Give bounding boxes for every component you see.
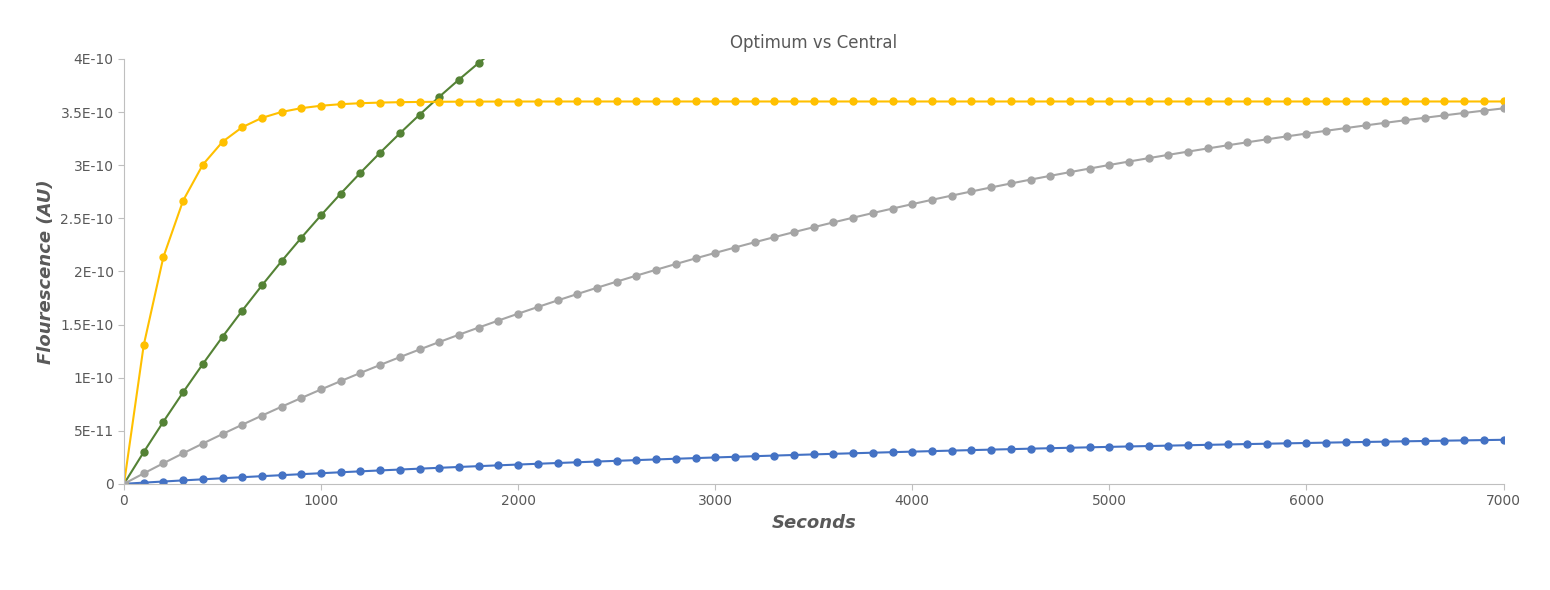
Pos [153,253,172,260]
Optimum [115,480,133,487]
Pos [942,98,961,105]
Central Mismatch [508,310,527,317]
Pos [1415,98,1434,105]
Central Mismatch [1494,105,1513,112]
X-axis label: Seconds: Seconds [772,514,856,532]
Line: Pos: Pos [121,98,1507,487]
Pos [1494,98,1513,105]
Central Mismatch [1415,114,1434,122]
Central Mismatch [942,192,961,199]
Central Mismatch [628,272,646,279]
Optimum [153,418,172,425]
Central Mismatch [153,460,172,467]
Central Mismatch [115,480,133,487]
Pos [508,98,527,105]
Y-axis label: Flourescence (AU): Flourescence (AU) [37,179,54,363]
Title: Optimum vs Central: Optimum vs Central [730,34,897,52]
Neg [1415,437,1434,444]
Neg [508,461,527,468]
Neg [1494,436,1513,443]
Pos [784,98,803,105]
Neg [784,451,803,458]
Line: Central Mismatch: Central Mismatch [121,105,1507,487]
Neg [115,480,133,487]
Line: Optimum: Optimum [121,0,1507,487]
Neg [628,457,646,464]
Neg [942,447,961,454]
Optimum [508,28,527,35]
Line: Neg: Neg [121,437,1507,487]
Pos [115,480,133,487]
Legend: Neg, Optimum, Pos, Central Mismatch: Neg, Optimum, Pos, Central Mismatch [589,584,1038,590]
Central Mismatch [784,228,803,235]
Pos [628,98,646,105]
Neg [153,478,172,485]
